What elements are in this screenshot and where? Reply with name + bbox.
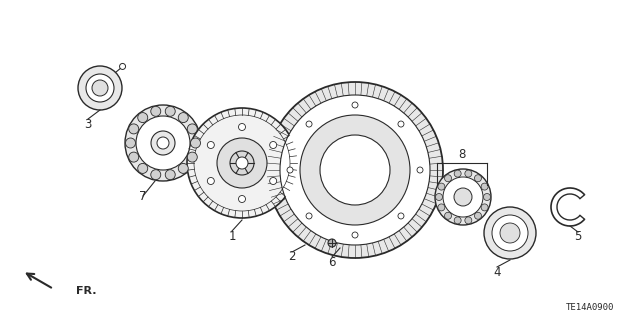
Circle shape — [465, 170, 472, 177]
Circle shape — [191, 138, 200, 148]
Circle shape — [239, 196, 246, 203]
Circle shape — [454, 217, 461, 224]
Circle shape — [306, 213, 312, 219]
Circle shape — [188, 152, 197, 162]
Circle shape — [151, 106, 161, 116]
Ellipse shape — [454, 188, 472, 206]
Circle shape — [120, 63, 125, 70]
Circle shape — [454, 170, 461, 177]
Ellipse shape — [157, 137, 169, 149]
Circle shape — [483, 194, 490, 201]
Circle shape — [445, 212, 452, 219]
Ellipse shape — [217, 138, 267, 188]
Circle shape — [417, 167, 423, 173]
Circle shape — [438, 204, 445, 211]
Circle shape — [138, 113, 148, 122]
Circle shape — [129, 124, 139, 134]
Text: 6: 6 — [328, 256, 336, 269]
Ellipse shape — [280, 95, 430, 245]
Text: TE14A0900: TE14A0900 — [566, 303, 614, 313]
Text: 4: 4 — [493, 265, 500, 278]
Text: 3: 3 — [84, 117, 92, 130]
Circle shape — [287, 167, 293, 173]
Ellipse shape — [267, 82, 443, 258]
Circle shape — [138, 163, 148, 174]
Ellipse shape — [484, 207, 536, 259]
Ellipse shape — [300, 115, 410, 225]
Circle shape — [474, 212, 481, 219]
Circle shape — [465, 217, 472, 224]
Ellipse shape — [230, 151, 254, 175]
Ellipse shape — [443, 177, 483, 217]
Circle shape — [188, 124, 197, 134]
Ellipse shape — [500, 223, 520, 243]
Circle shape — [398, 121, 404, 127]
Circle shape — [481, 204, 488, 211]
Circle shape — [239, 123, 246, 130]
Circle shape — [352, 232, 358, 238]
Text: 5: 5 — [574, 231, 582, 243]
Circle shape — [398, 213, 404, 219]
Ellipse shape — [236, 157, 248, 169]
Ellipse shape — [92, 80, 108, 96]
Ellipse shape — [492, 215, 528, 251]
Ellipse shape — [125, 105, 201, 181]
Circle shape — [269, 142, 276, 149]
Ellipse shape — [86, 74, 114, 102]
Circle shape — [151, 170, 161, 180]
Circle shape — [207, 142, 214, 149]
Circle shape — [328, 239, 336, 247]
Circle shape — [207, 177, 214, 184]
Circle shape — [129, 152, 139, 162]
Circle shape — [179, 163, 188, 174]
Circle shape — [474, 175, 481, 182]
Text: 1: 1 — [228, 229, 236, 242]
Circle shape — [435, 194, 442, 201]
Circle shape — [269, 177, 276, 184]
Text: FR.: FR. — [76, 286, 96, 296]
Text: 7: 7 — [140, 189, 147, 203]
Circle shape — [445, 175, 452, 182]
Text: 8: 8 — [458, 149, 466, 161]
Ellipse shape — [78, 66, 122, 110]
Circle shape — [179, 113, 188, 122]
Circle shape — [481, 183, 488, 190]
Circle shape — [352, 102, 358, 108]
Circle shape — [306, 121, 312, 127]
Ellipse shape — [151, 131, 175, 155]
Ellipse shape — [435, 169, 491, 225]
Ellipse shape — [136, 116, 190, 170]
Circle shape — [165, 106, 175, 116]
Ellipse shape — [187, 108, 297, 218]
Ellipse shape — [320, 135, 390, 205]
Circle shape — [165, 170, 175, 180]
Circle shape — [125, 138, 136, 148]
Circle shape — [438, 183, 445, 190]
Text: 2: 2 — [288, 250, 296, 263]
